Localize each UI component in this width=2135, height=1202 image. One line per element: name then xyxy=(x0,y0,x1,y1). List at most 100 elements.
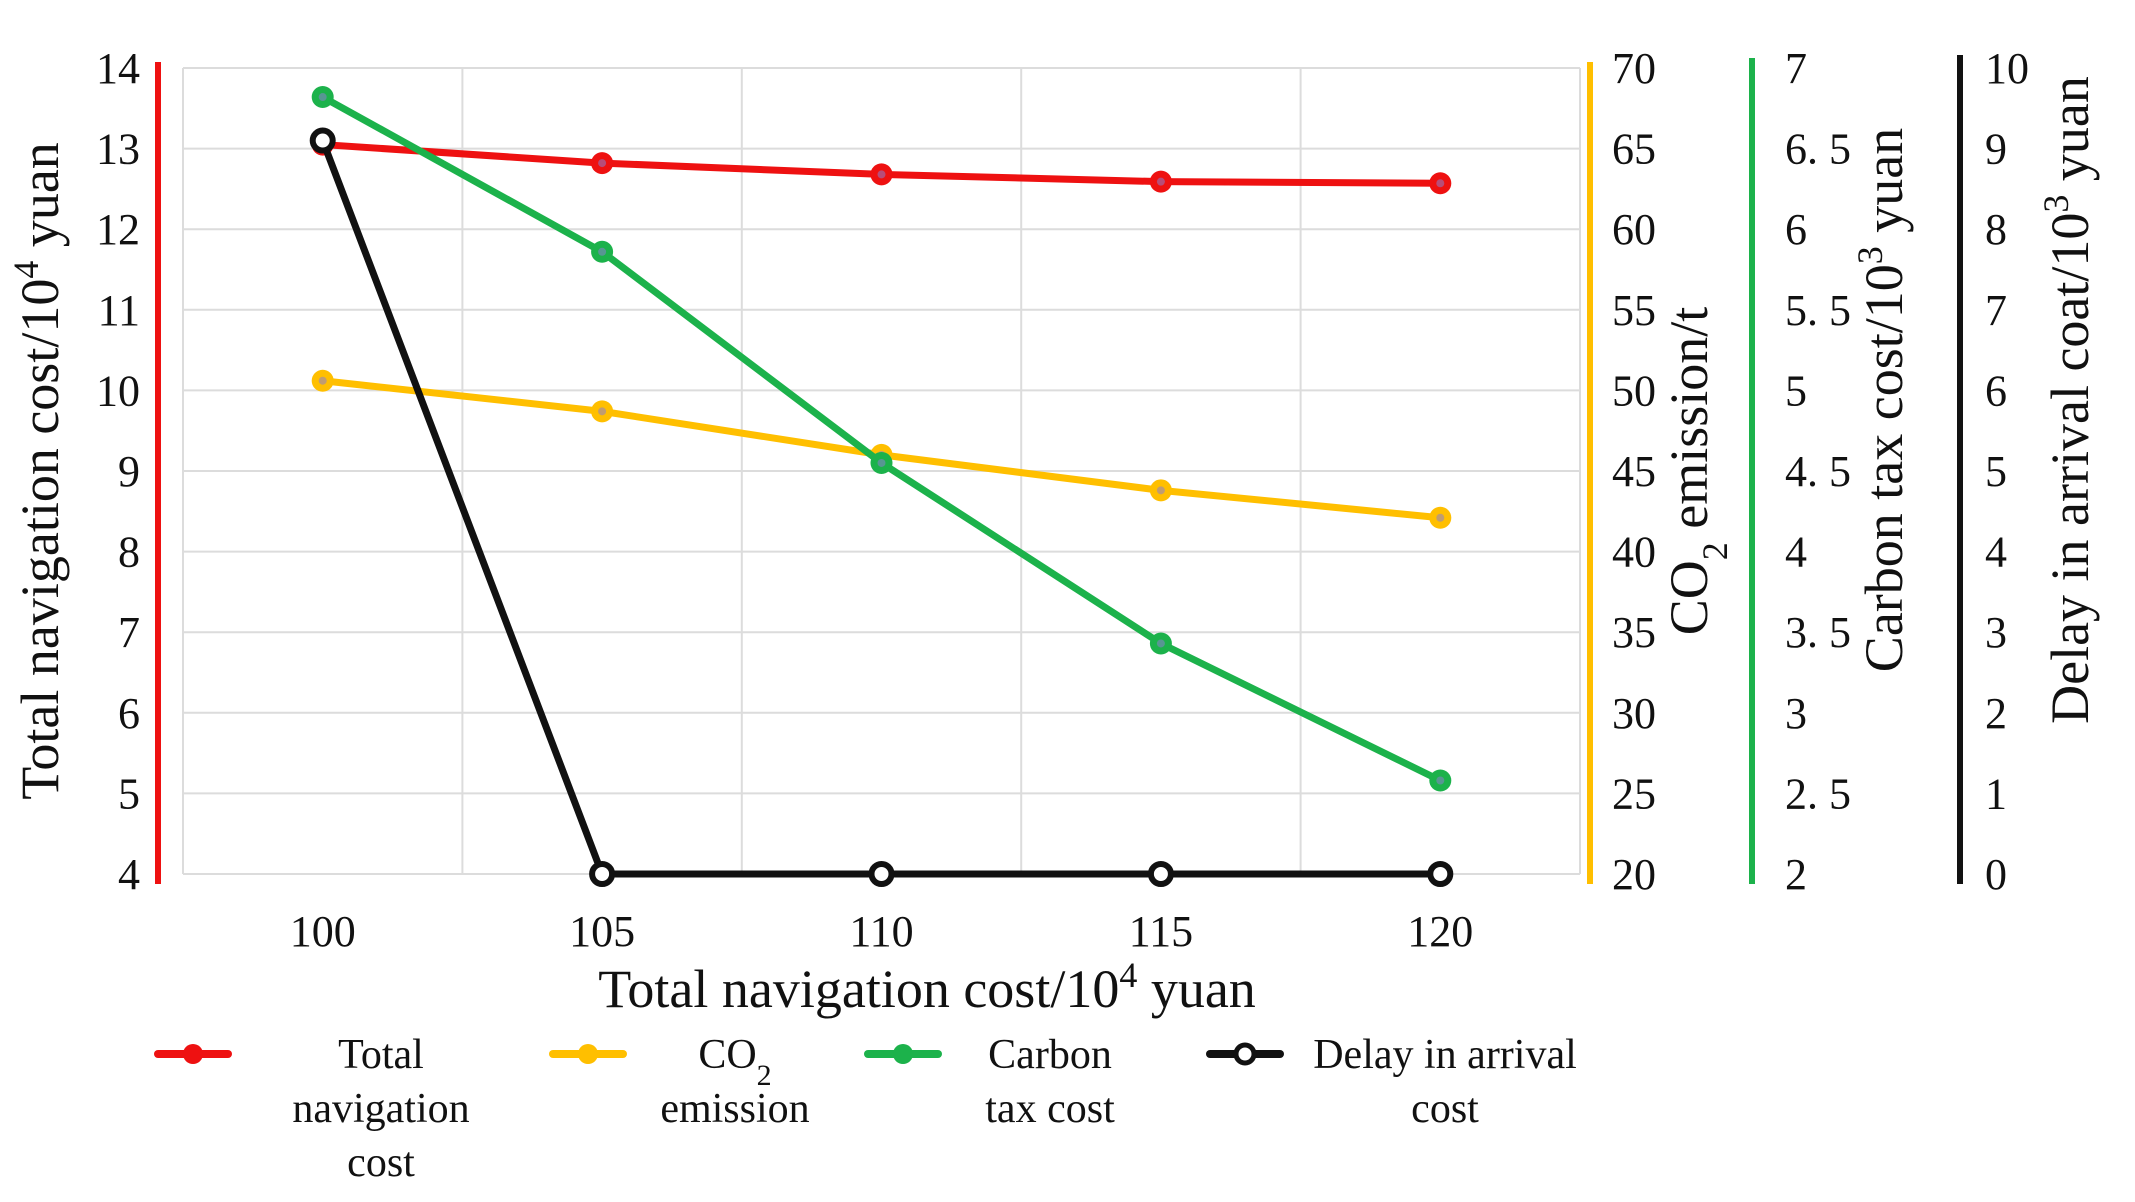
legend-label-subscript: 2 xyxy=(757,1059,772,1092)
series-layer xyxy=(309,86,1454,887)
y-tick-label-tax: 4. 5 xyxy=(1785,447,1851,496)
label-superscript: 3 xyxy=(1850,246,1890,264)
y-tick-label-co2: 35 xyxy=(1612,608,1656,657)
data-point-center xyxy=(1436,513,1445,522)
label-suffix: yuan xyxy=(10,142,70,260)
label-text: emission/t xyxy=(1659,307,1719,543)
data-point-center xyxy=(1436,776,1445,785)
y-tick-label-delay: 4 xyxy=(1985,528,2007,577)
data-point xyxy=(1427,861,1454,887)
data-point xyxy=(309,127,336,154)
y-tick-label-delay: 10 xyxy=(1985,44,2029,93)
label-text: Carbon tax cost/10 xyxy=(1854,264,1914,672)
legend-label: emission xyxy=(660,1086,809,1132)
y-axis-title-delay: Delay in arrival coat/103 yuan xyxy=(2036,76,2100,724)
legend-label: Carbon xyxy=(988,1032,1112,1078)
legend-swatch-marker xyxy=(893,1044,913,1064)
x-axis-title: Total navigation cost/104 yuan xyxy=(598,955,1256,1019)
legend-label: CO2 xyxy=(698,1032,771,1092)
y-tick-label-delay: 8 xyxy=(1985,205,2007,254)
legend-swatch-marker xyxy=(183,1044,203,1064)
legend-label: navigation xyxy=(292,1086,469,1132)
y-tick-label-tax: 3 xyxy=(1785,689,1807,738)
label-text: Total navigation cost/10 xyxy=(598,959,1119,1019)
y-tick-label-co2: 20 xyxy=(1612,850,1656,899)
y-tick-label-delay: 3 xyxy=(1985,608,2007,657)
data-point-center xyxy=(877,170,886,179)
y-tick-label-nav: 5 xyxy=(118,769,140,818)
label-suffix: yuan xyxy=(1137,959,1255,1019)
y-tick-label-tax: 4 xyxy=(1785,528,1807,577)
y-tick-label-co2: 50 xyxy=(1612,366,1656,415)
y-axis-title-tax: Carbon tax cost/103 yuan xyxy=(1850,128,1914,672)
y-axis-title-nav: Total navigation cost/104 yuan xyxy=(6,142,70,800)
data-point xyxy=(868,861,895,887)
x-tick-label: 105 xyxy=(569,907,635,956)
label-subscript: 2 xyxy=(1695,542,1735,560)
y-tick-label-nav: 6 xyxy=(118,689,140,738)
legend-swatch-marker xyxy=(578,1044,598,1064)
data-point-center xyxy=(318,93,327,102)
legend-label: cost xyxy=(347,1140,415,1186)
data-point-center xyxy=(1156,486,1165,495)
y-tick-label-nav: 14 xyxy=(96,44,140,93)
legend-label: Total xyxy=(338,1032,424,1078)
y-tick-label-tax: 3. 5 xyxy=(1785,608,1851,657)
data-point-center xyxy=(318,376,327,385)
label-prefix: CO xyxy=(1659,560,1719,635)
y-tick-label-tax: 6. 5 xyxy=(1785,125,1851,174)
y-tick-label-nav: 13 xyxy=(96,125,140,174)
y-tick-label-delay: 0 xyxy=(1985,850,2007,899)
y-tick-label-delay: 5 xyxy=(1985,447,2007,496)
y-tick-label-delay: 1 xyxy=(1985,769,2007,818)
y-tick-label-co2: 65 xyxy=(1612,125,1656,174)
y-tick-label-co2: 60 xyxy=(1612,205,1656,254)
y-tick-label-co2: 40 xyxy=(1612,528,1656,577)
y-tick-label-tax: 5. 5 xyxy=(1785,286,1851,335)
y-tick-label-co2: 25 xyxy=(1612,769,1656,818)
data-point-center xyxy=(1156,177,1165,186)
y-tick-label-delay: 6 xyxy=(1985,366,2007,415)
data-point-center xyxy=(1156,639,1165,648)
x-tick-label: 115 xyxy=(1129,907,1193,956)
x-tick-label: 100 xyxy=(290,907,356,956)
y-tick-label-delay: 9 xyxy=(1985,125,2007,174)
label-superscript: 3 xyxy=(2036,195,2076,213)
x-tick-label: 110 xyxy=(849,907,913,956)
label-text: Delay in arrival coat/10 xyxy=(2040,213,2100,724)
data-point-center xyxy=(598,159,607,168)
data-point-center xyxy=(598,247,607,256)
y-tick-label-co2: 45 xyxy=(1612,447,1656,496)
y-tick-label-tax: 2 xyxy=(1785,850,1807,899)
legend-label: Delay in arrival xyxy=(1313,1032,1577,1078)
y-tick-label-delay: 7 xyxy=(1985,286,2007,335)
data-point-center xyxy=(598,407,607,416)
label-superscript: 4 xyxy=(1119,955,1137,995)
data-point xyxy=(589,861,616,887)
y-tick-label-co2: 30 xyxy=(1612,689,1656,738)
label-text: Total navigation cost/10 xyxy=(10,279,70,800)
data-point-center xyxy=(877,458,886,467)
x-tick-label: 120 xyxy=(1407,907,1473,956)
legend-label: tax cost xyxy=(985,1086,1115,1132)
y-tick-label-tax: 6 xyxy=(1785,205,1807,254)
legend-label: cost xyxy=(1411,1086,1479,1132)
y-tick-label-nav: 11 xyxy=(98,286,140,335)
legend-label-text: CO xyxy=(698,1032,756,1078)
y-tick-label-tax: 5 xyxy=(1785,366,1807,415)
y-tick-label-nav: 12 xyxy=(96,205,140,254)
y-axis-title-co2: CO2 emission/t xyxy=(1659,307,1735,636)
y-tick-label-nav: 9 xyxy=(118,447,140,496)
y-tick-label-tax: 2. 5 xyxy=(1785,769,1851,818)
y-tick-label-nav: 8 xyxy=(118,528,140,577)
y-tick-label-co2: 55 xyxy=(1612,286,1656,335)
label-superscript: 4 xyxy=(6,261,46,279)
label-suffix: yuan xyxy=(1854,128,1914,246)
data-point xyxy=(1147,861,1174,887)
y-tick-label-nav: 4 xyxy=(118,850,140,899)
y-tick-label-co2: 70 xyxy=(1612,44,1656,93)
